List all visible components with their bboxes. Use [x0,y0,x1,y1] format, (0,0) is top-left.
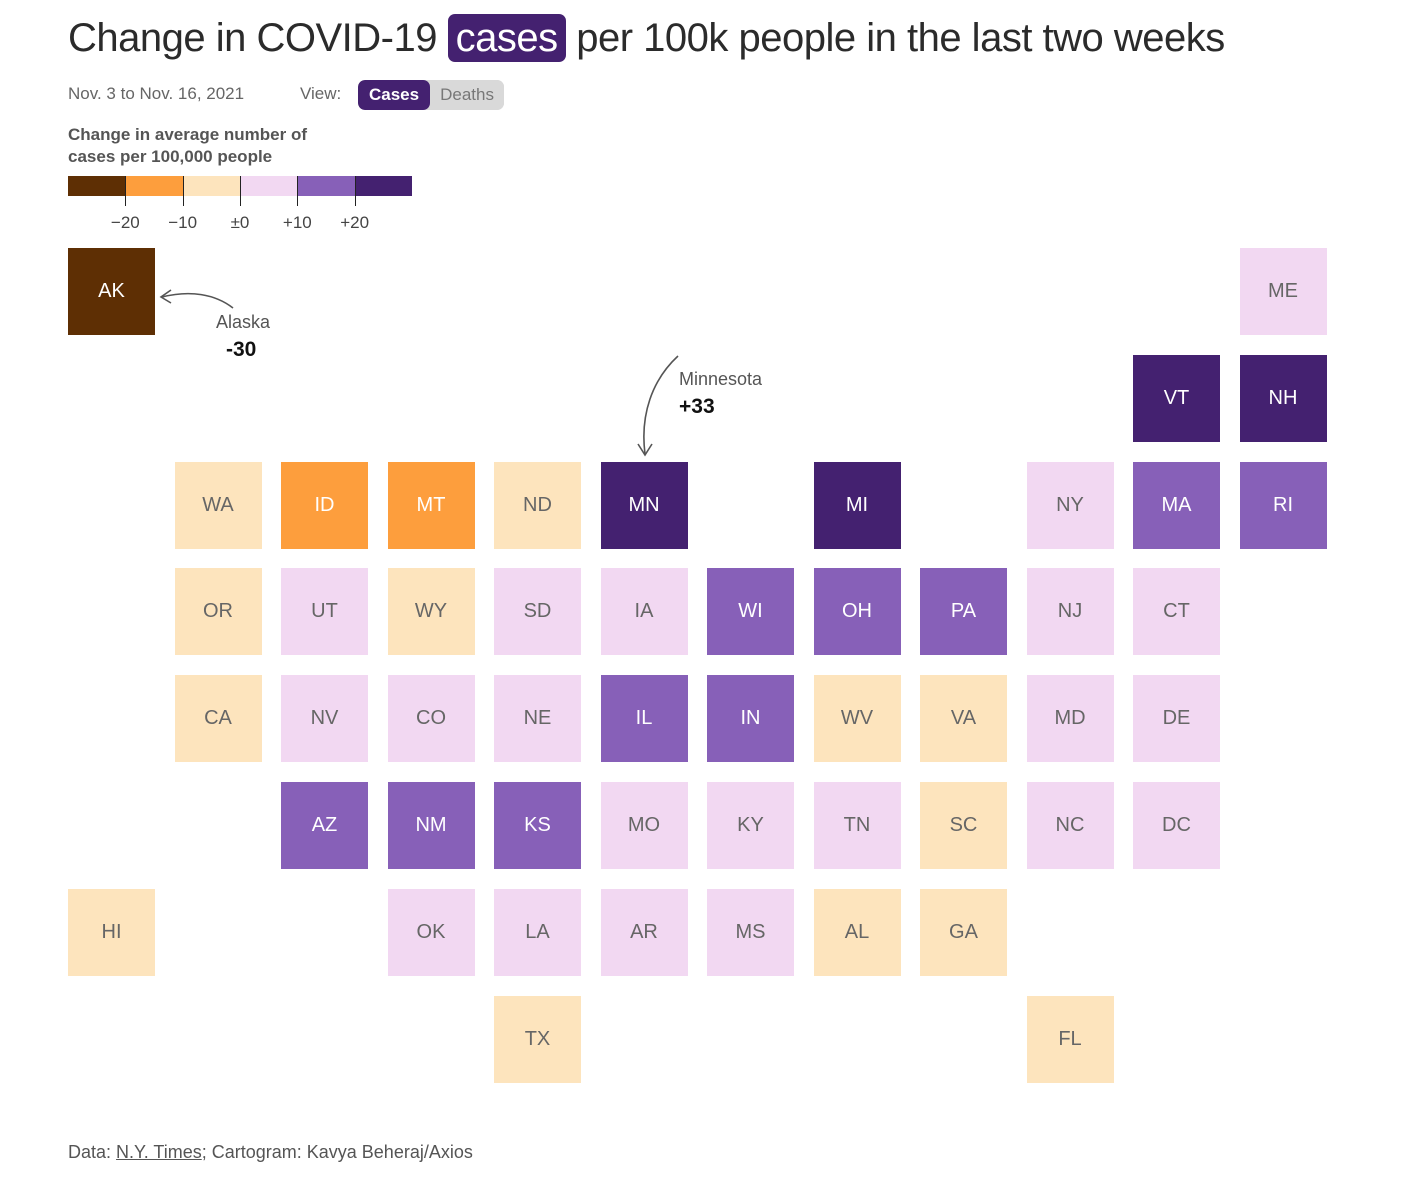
state-tile-vt[interactable]: VT [1133,354,1220,442]
state-tile-ri[interactable]: RI [1239,461,1327,549]
state-tile-oh[interactable]: OH [813,568,901,656]
source-link[interactable]: N.Y. Times [116,1142,202,1162]
view-toggle: Cases Deaths [358,80,504,110]
footer-suffix: ; Cartogram: Kavya Beheraj/Axios [201,1142,473,1162]
state-tile-sd[interactable]: SD [494,568,581,656]
state-tile-fl[interactable]: FL [1026,995,1114,1083]
state-tile-nd[interactable]: ND [494,461,581,549]
date-range: Nov. 3 to Nov. 16, 2021 [68,84,245,103]
state-tile-or[interactable]: OR [174,568,262,656]
minnesota-callout-value: +33 [679,395,715,418]
minnesota-callout-name: Minnesota [679,369,763,389]
state-tile-mi[interactable]: MI [813,461,901,549]
minnesota-arrowhead [637,443,653,457]
title-highlight: cases [447,14,566,62]
state-tile-az[interactable]: AZ [281,782,368,869]
title-text-before: Change in COVID-19 [68,16,448,60]
legend-tick-label: −10 [168,213,198,232]
state-tile-co[interactable]: CO [387,675,475,763]
footer-prefix: Data: [68,1142,117,1162]
state-tile-ut[interactable]: UT [281,568,368,656]
legend-tick [125,176,127,206]
state-tile-tx[interactable]: TX [494,995,581,1083]
legend-color-bar [68,176,412,196]
state-tile-nm[interactable]: NM [387,782,475,869]
minnesota-arrow [643,355,679,455]
state-tile-in[interactable]: IN [707,675,794,763]
state-tile-de[interactable]: DE [1133,675,1220,763]
title-text-after: per 100k people in the last two weeks [565,16,1225,60]
state-tile-ky[interactable]: KY [707,782,794,869]
legend-swatch [240,176,298,196]
footer: Data: N.Y. Times; Cartogram: Kavya Beher… [68,1142,473,1163]
state-tile-ia[interactable]: IA [600,568,688,656]
state-tile-il[interactable]: IL [600,675,688,763]
state-tile-ar[interactable]: AR [600,888,688,976]
state-tile-wa[interactable]: WA [174,461,262,549]
legend-tick [297,176,299,206]
legend-tick-label: −20 [110,213,140,232]
view-label: View: [300,84,342,103]
state-tile-id[interactable]: ID [281,461,368,549]
alaska-arrow [161,292,234,309]
state-tile-mn[interactable]: MN [600,461,688,549]
legend-swatch [125,176,183,196]
state-tile-nc[interactable]: NC [1026,782,1114,869]
legend-tick-label: ±0 [230,213,250,232]
state-tile-pa[interactable]: PA [920,568,1007,656]
state-tile-al[interactable]: AL [813,888,901,976]
state-tile-ok[interactable]: OK [387,888,475,976]
legend-swatch [68,176,126,196]
state-tile-dc[interactable]: DC [1133,782,1220,869]
state-tile-sc[interactable]: SC [920,782,1007,869]
state-tile-la[interactable]: LA [494,888,581,976]
alaska-callout-name: Alaska [216,312,271,332]
state-tile-ks[interactable]: KS [494,782,581,869]
legend-swatch [297,176,355,196]
deaths-toggle-button[interactable]: Deaths [430,80,504,110]
state-tile-ca[interactable]: CA [174,675,262,763]
state-tile-wy[interactable]: WY [387,568,475,656]
alaska-callout-value: -30 [226,338,257,361]
state-tile-nh[interactable]: NH [1239,354,1327,442]
state-tile-me[interactable]: ME [1239,248,1327,335]
legend-tick [354,176,356,206]
state-tile-ak[interactable]: AK [68,248,155,335]
state-tile-nv[interactable]: NV [281,675,368,763]
legend-title: Change in average number of cases per 10… [68,125,307,166]
state-tile-nj[interactable]: NJ [1026,568,1114,656]
state-tile-tn[interactable]: TN [813,782,901,869]
legend-tick [240,176,241,206]
state-tile-wv[interactable]: WV [813,675,901,763]
state-tile-ny[interactable]: NY [1026,461,1114,549]
state-tile-ct[interactable]: CT [1133,568,1220,656]
legend-tick [182,176,184,206]
cases-toggle-button[interactable]: Cases [358,80,431,110]
legend-swatch [182,176,240,196]
chart-title: Change in COVID-19 cases per 100k people… [68,14,1225,62]
state-tile-ne[interactable]: NE [494,675,581,763]
legend-ticks: −20 −10 ±0 +10 +20 [68,176,412,232]
state-tile-ma[interactable]: MA [1133,461,1220,549]
state-tile-md[interactable]: MD [1026,675,1114,763]
alaska-arrowhead [159,289,172,304]
state-tile-ms[interactable]: MS [707,888,794,976]
state-tile-ga[interactable]: GA [920,888,1007,976]
legend-swatch [354,176,412,196]
legend-tick-label: +10 [282,213,312,232]
legend-tick-label: +20 [340,213,370,232]
state-tile-mo[interactable]: MO [600,782,688,869]
state-tile-wi[interactable]: WI [707,568,794,656]
state-tile-mt[interactable]: MT [387,461,475,549]
state-tile-va[interactable]: VA [920,675,1007,763]
state-tile-hi[interactable]: HI [68,888,155,976]
